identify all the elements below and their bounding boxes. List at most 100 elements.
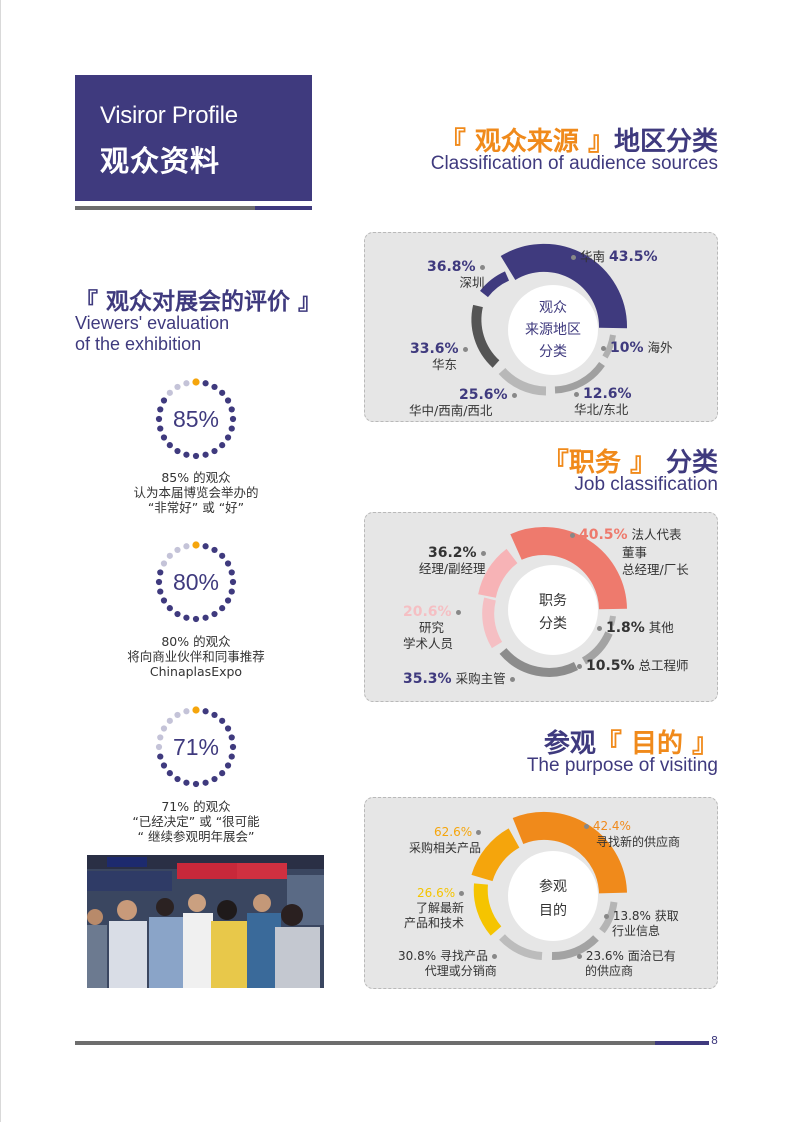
purpose-existing-name: 面洽已有 xyxy=(627,949,676,963)
rating-dot xyxy=(228,425,235,432)
source-dot-icon xyxy=(601,346,606,351)
source-shenzhen-name: 深圳 xyxy=(459,275,485,290)
rating-dot xyxy=(174,775,181,783)
rating-dot xyxy=(157,406,164,413)
job-arc-research xyxy=(482,597,503,649)
source-south-pct: 43.5% xyxy=(608,249,658,265)
rating-dot xyxy=(224,597,232,604)
purpose-arc-agent xyxy=(499,934,543,960)
purpose-existing-pct: 23.6% xyxy=(585,949,624,963)
purpose-existing-extra: 的供应商 xyxy=(585,964,634,978)
rating-dot xyxy=(166,717,173,724)
job-arc-chief-engineer xyxy=(581,631,613,665)
rating-dot xyxy=(160,762,168,769)
rating-dot xyxy=(219,552,226,559)
job-label-purchasing: 35.3% 采购主管 xyxy=(403,671,515,687)
rating-dot xyxy=(183,380,190,387)
job-legal-pct: 40.5% xyxy=(578,527,628,543)
source-south-name: 华南 xyxy=(579,249,605,264)
rating-dot xyxy=(211,610,218,618)
purpose-dot-icon xyxy=(458,891,464,896)
source-donut-center xyxy=(508,285,598,375)
rating-dot xyxy=(192,615,200,623)
rating-dot xyxy=(166,442,173,449)
job-label-manager: 36.2% 经理/副经理 xyxy=(400,545,486,577)
source-overseas-pct: 10% xyxy=(609,340,644,356)
rating-dot xyxy=(228,406,235,413)
purpose-learn-name: 了解最新 xyxy=(415,901,464,915)
rating-dot xyxy=(228,753,235,760)
job-dot-icon xyxy=(570,533,575,538)
source-center-line3: 分类 xyxy=(539,344,567,360)
job-arc-legal-rep xyxy=(510,527,627,610)
evaluation-title: 『 观众对展会的评价 』 xyxy=(75,289,322,315)
rating-dot xyxy=(183,779,190,786)
purpose-label-existing: 23.6% 面洽已有 的供应商 xyxy=(577,949,676,979)
source-central-name: 华中/西南/西北 xyxy=(409,403,493,418)
job-research-name: 研究 xyxy=(419,620,445,635)
job-research-pct: 20.6% xyxy=(403,604,452,620)
purpose-arc-new-supplier xyxy=(512,811,627,894)
purpose-label-industry: 13.8% 获取 行业信息 xyxy=(604,909,679,939)
purpose-dot-icon xyxy=(475,830,481,835)
rating-dot xyxy=(160,397,168,404)
purpose-dot-icon xyxy=(491,954,497,959)
purpose-donut-svg: 参观 目的 xyxy=(471,811,627,961)
rating-dot xyxy=(192,541,200,549)
purpose-agent-extra: 代理或分销商 xyxy=(424,964,497,978)
rating-dot xyxy=(166,552,173,559)
source-dot-icon xyxy=(479,265,485,270)
rating-ring-80: 80% xyxy=(154,540,238,624)
rating-dot xyxy=(211,775,218,783)
header-box: Visiror Profile 观众资料 xyxy=(75,75,312,201)
job-label-legal-rep: 40.5% 法人代表 董事 总经理/厂长 xyxy=(570,526,689,578)
purpose-purchase-pct: 62.6% xyxy=(434,825,473,839)
job-manager-name: 经理/副经理 xyxy=(418,561,486,576)
rating-dot xyxy=(211,546,218,554)
rating-dot xyxy=(183,614,190,621)
job-center-line1: 职务 xyxy=(539,593,567,609)
purpose-agent-name: 寻找产品 xyxy=(439,949,488,963)
rating-dot xyxy=(160,560,168,567)
source-dot-icon xyxy=(574,392,579,397)
rating-dot xyxy=(183,708,190,715)
rating-dot xyxy=(202,708,209,715)
purpose-industry-pct: 13.8% xyxy=(612,909,651,923)
job-chief-pct: 10.5% xyxy=(585,658,635,674)
rating-dot xyxy=(160,725,168,732)
footer-rule xyxy=(75,1041,655,1045)
purpose-label-new-supplier: 42.4% 寻找新的供应商 xyxy=(584,818,680,850)
source-shenzhen-pct: 36.8% xyxy=(427,259,476,275)
rating-dot xyxy=(183,451,190,458)
rating-value-71: 71% xyxy=(172,734,220,760)
header-underline xyxy=(75,206,255,210)
rating-dot xyxy=(192,452,200,460)
source-label-shenzhen: 36.8% 深圳 xyxy=(427,259,485,291)
job-dot-icon xyxy=(577,664,582,669)
source-label-overseas: 10% 海外 xyxy=(601,340,673,356)
page-number: 8 xyxy=(711,1034,718,1047)
purpose-dot-icon xyxy=(604,914,609,919)
caption-80-line1: 80% 的观众 xyxy=(161,634,231,649)
rating-dot xyxy=(224,434,232,441)
job-dot-icon xyxy=(480,551,486,556)
rating-dot xyxy=(166,770,173,777)
job-research-extra: 学术人员 xyxy=(403,636,454,651)
purpose-dot-icon xyxy=(577,954,582,959)
rating-dot xyxy=(202,614,209,621)
source-title-rest: 地区分类 xyxy=(613,127,718,157)
footer-rule-accent xyxy=(655,1041,709,1045)
rating-dot xyxy=(224,560,232,567)
rating-dot xyxy=(219,442,226,449)
rating-dot xyxy=(202,543,209,550)
purpose-label-learn: 26.6% 了解最新 产品和技术 xyxy=(387,886,464,931)
job-dot-icon xyxy=(455,610,461,615)
purpose-agent-pct: 30.8% xyxy=(398,949,437,963)
rating-caption-80: 80% 的观众 将向商业伙伴和同事推荐 ChinaplasExpo xyxy=(98,634,294,679)
rating-dot xyxy=(174,447,181,455)
purpose-title-plain: 参观 xyxy=(543,729,596,759)
job-legal-extra2: 总经理/厂长 xyxy=(622,562,689,577)
rating-dot xyxy=(174,546,181,554)
job-title-rest: 分类 xyxy=(665,448,718,478)
rating-caption-71: 71% 的观众 “已经决定” 或 “很可能 “ 继续参观明年展会” xyxy=(98,799,294,844)
